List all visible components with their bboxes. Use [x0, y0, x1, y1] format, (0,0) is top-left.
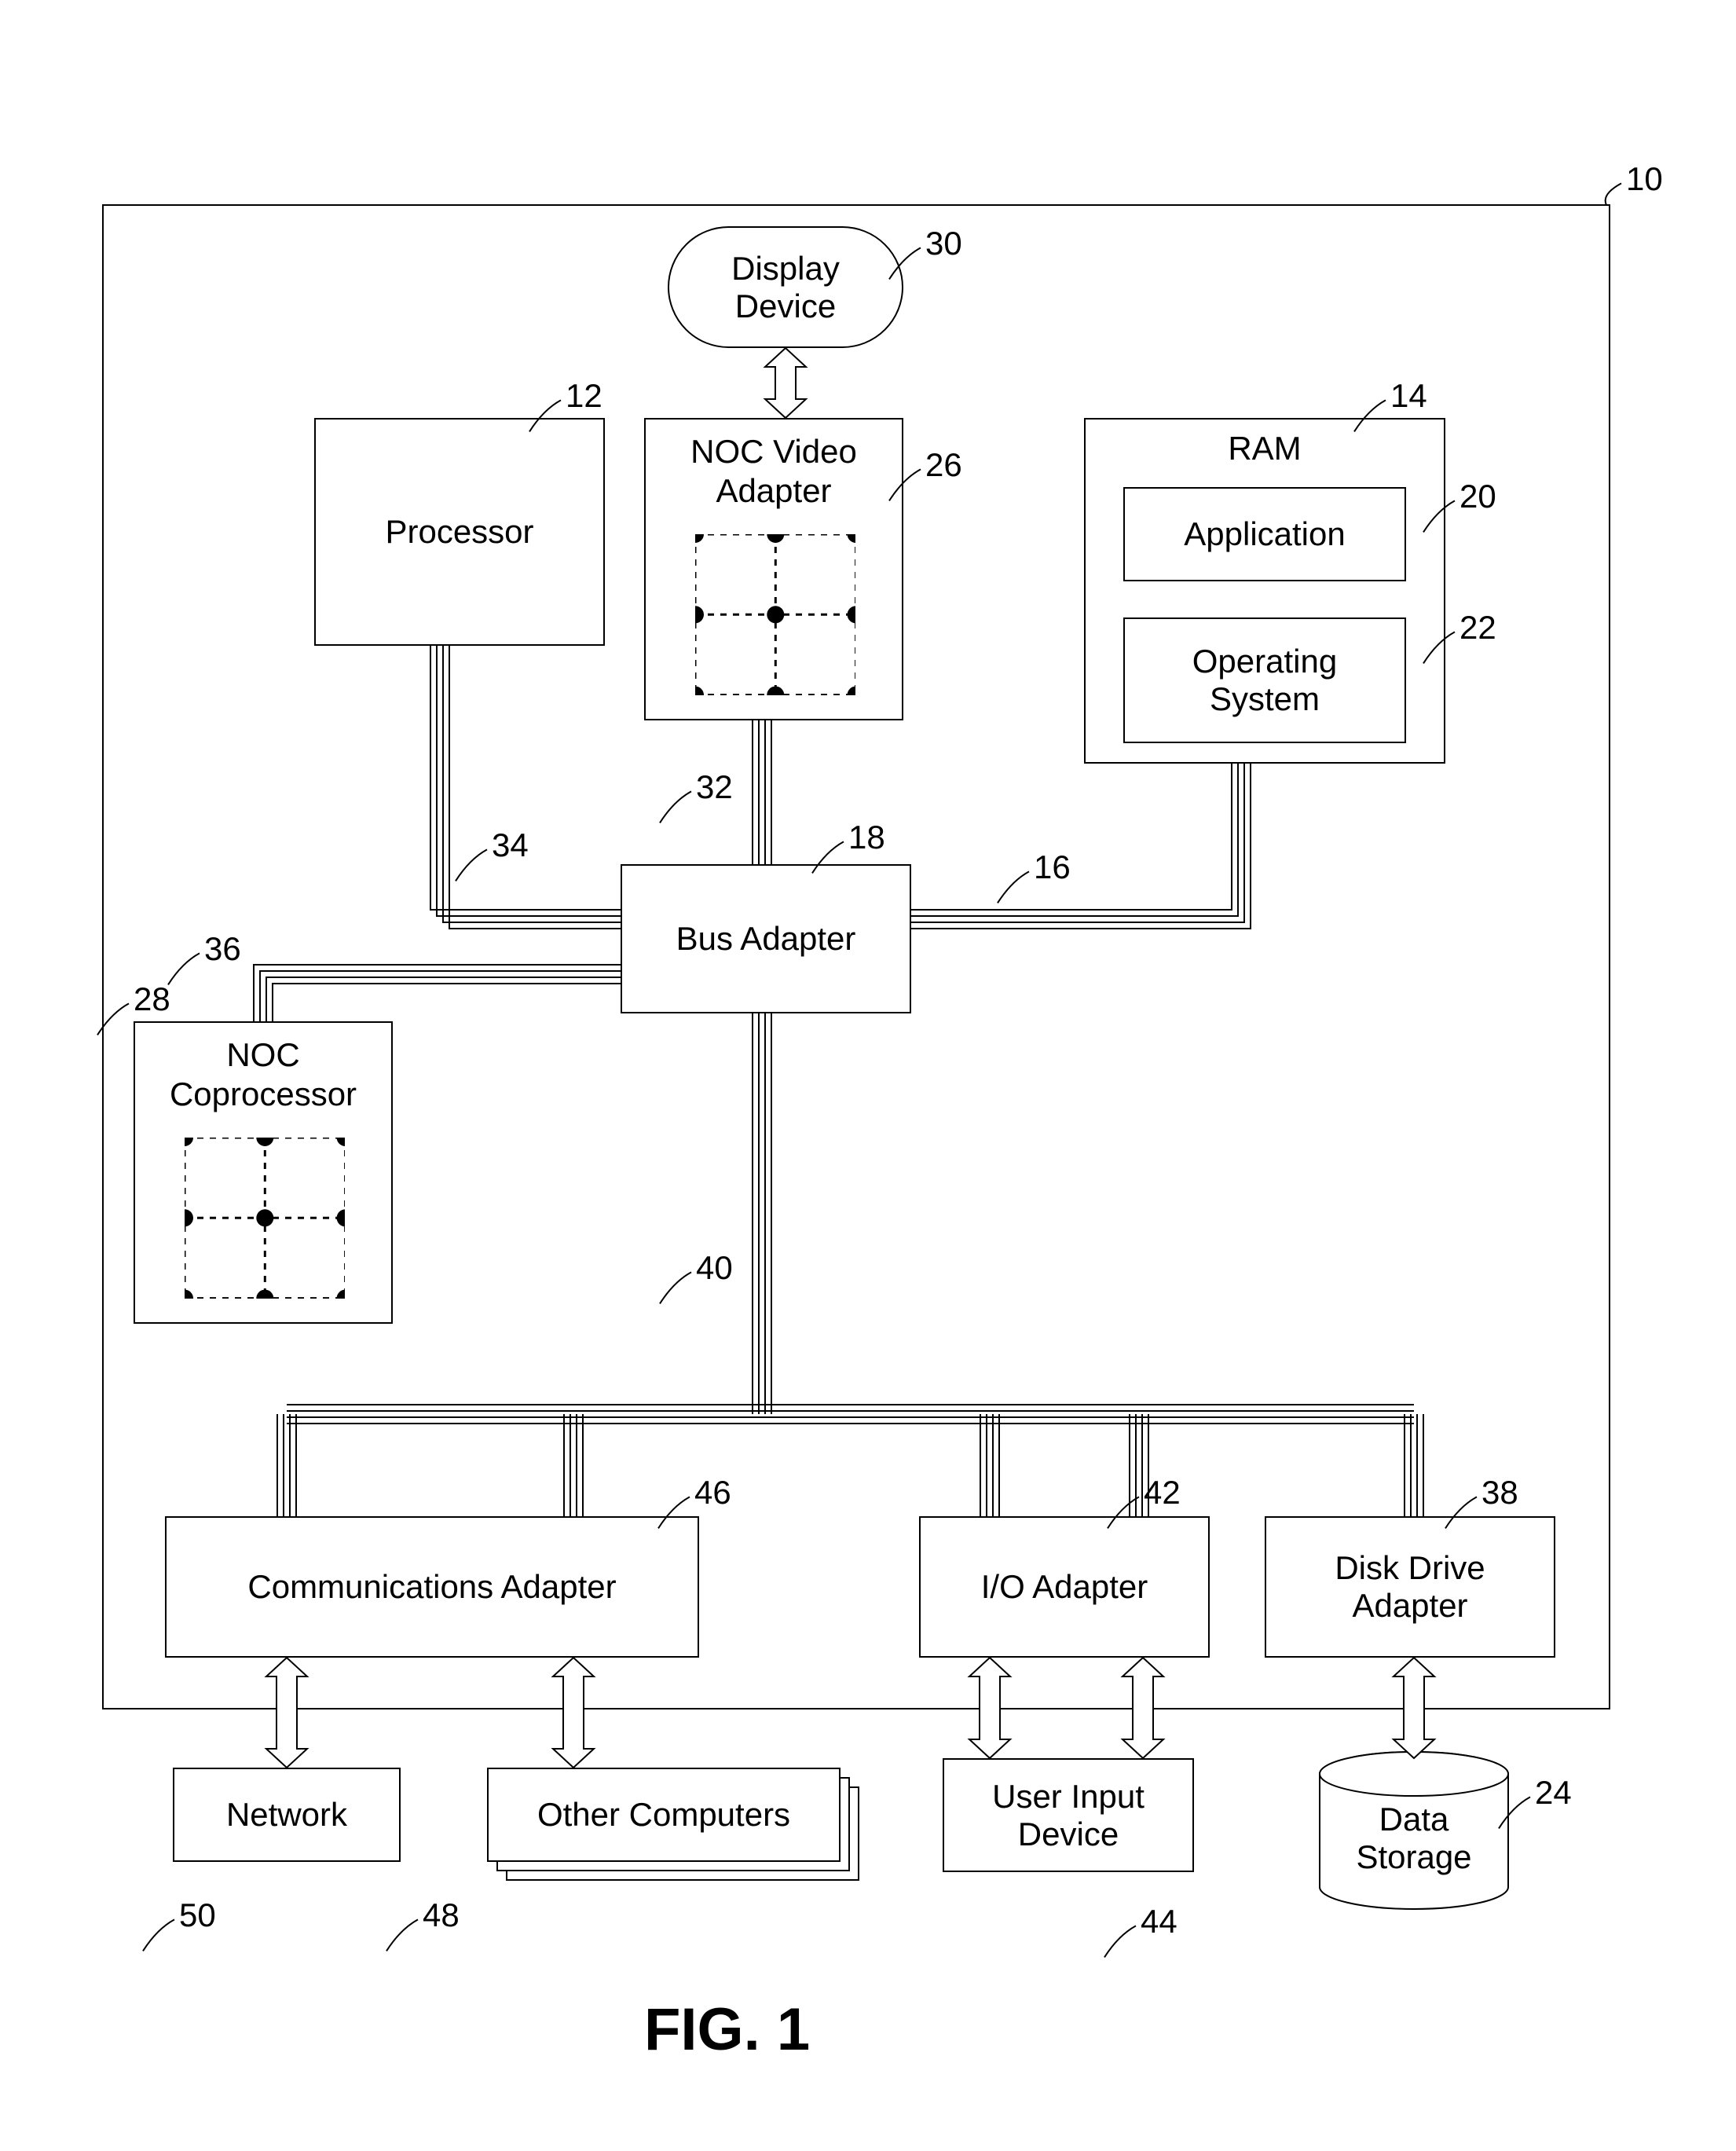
comm_adapter: Communications Adapter: [165, 1516, 699, 1658]
network: Network: [173, 1768, 401, 1862]
ram-label: RAM: [1086, 429, 1444, 468]
ref-r40: 40: [696, 1249, 733, 1287]
user_input: User InputDevice: [943, 1758, 1194, 1872]
ref-r28: 28: [134, 980, 170, 1018]
other_comp-label: Other Computers: [537, 1796, 790, 1834]
network-label: Network: [226, 1796, 347, 1834]
other_comp: Other Computers: [487, 1768, 841, 1862]
ref-r38: 38: [1481, 1474, 1518, 1512]
disk_adapter-label: Disk DriveAdapter: [1335, 1549, 1485, 1625]
ref-r32: 32: [696, 768, 733, 806]
comm_adapter-label: Communications Adapter: [247, 1568, 616, 1606]
bus_adapter: Bus Adapter: [621, 864, 911, 1013]
disk_adapter: Disk DriveAdapter: [1265, 1516, 1555, 1658]
ref-r48: 48: [423, 1896, 460, 1934]
ref-r34: 34: [492, 826, 529, 864]
ref-r18: 18: [848, 819, 885, 856]
ref-r10: 10: [1626, 160, 1663, 198]
ref-r14: 14: [1390, 377, 1427, 415]
os-label: OperatingSystem: [1192, 643, 1337, 718]
noc_cop-label: NOCCoprocessor: [135, 1035, 391, 1115]
ref-r16: 16: [1034, 848, 1071, 886]
ref-r12: 12: [566, 377, 602, 415]
diagram-canvas: DataStorage DisplayDevice Processor NOC Vid…: [0, 0, 1736, 2151]
processor: Processor: [314, 418, 605, 646]
data_storage-label: DataStorage: [1356, 1801, 1471, 1875]
ref-r46: 46: [694, 1474, 731, 1512]
ref-r50: 50: [179, 1896, 216, 1934]
display-label: DisplayDevice: [731, 250, 840, 325]
processor-label: Processor: [385, 513, 533, 551]
io_adapter: I/O Adapter: [919, 1516, 1210, 1658]
os: OperatingSystem: [1123, 617, 1406, 743]
ref-r26: 26: [925, 446, 962, 484]
ref-r30: 30: [925, 225, 962, 262]
ref-r36: 36: [204, 930, 241, 968]
ref-r24: 24: [1535, 1774, 1572, 1812]
figure-caption: FIG. 1: [644, 1995, 810, 2064]
ref-r20: 20: [1459, 478, 1496, 515]
noc-grid-icon: [185, 1138, 346, 1299]
noc_video: NOC VideoAdapter: [644, 418, 903, 720]
ref-r42: 42: [1144, 1474, 1181, 1512]
bus_adapter-label: Bus Adapter: [676, 920, 856, 958]
io_adapter-label: I/O Adapter: [981, 1568, 1148, 1606]
noc_video-label: NOC VideoAdapter: [646, 432, 902, 511]
display: DisplayDevice: [668, 226, 903, 348]
application-label: Application: [1184, 515, 1345, 553]
application: Application: [1123, 487, 1406, 581]
noc-grid-icon: [695, 534, 856, 695]
ref-r22: 22: [1459, 609, 1496, 647]
noc_cop: NOCCoprocessor: [134, 1021, 393, 1324]
user_input-label: User InputDevice: [992, 1778, 1145, 1853]
ref-r44: 44: [1141, 1903, 1177, 1940]
